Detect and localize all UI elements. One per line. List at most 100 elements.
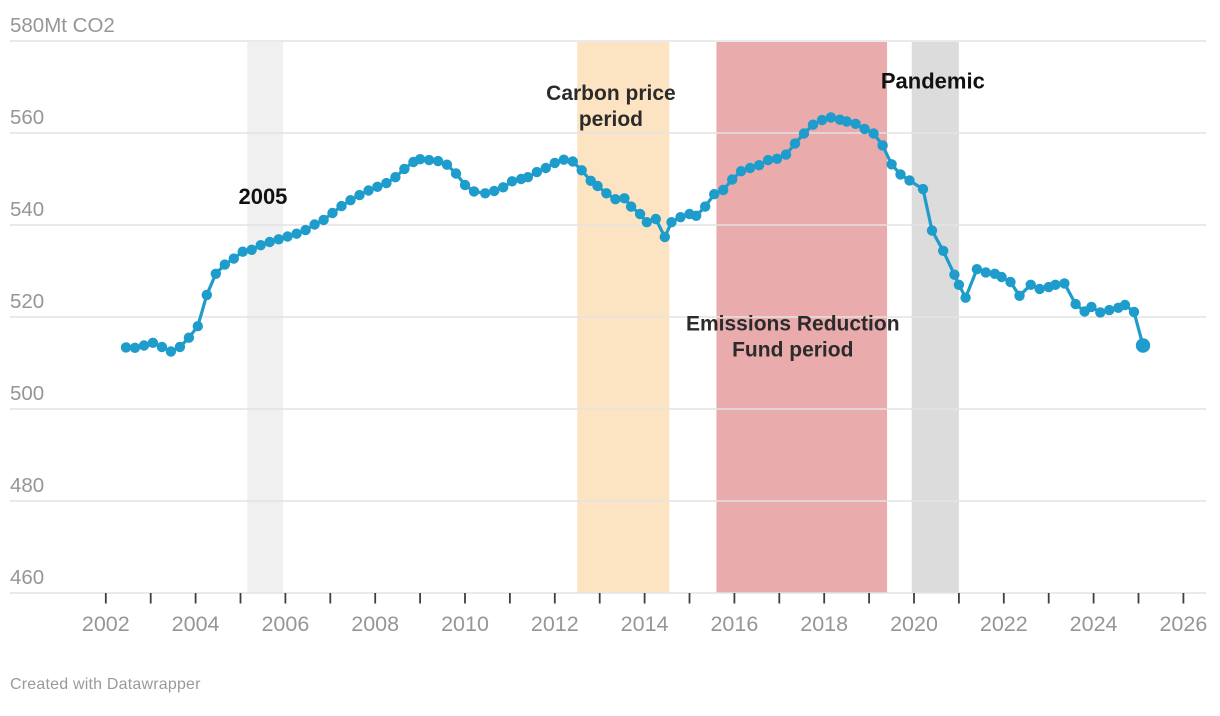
data-point[interactable] bbox=[960, 292, 971, 303]
data-point[interactable] bbox=[540, 162, 551, 174]
data-point[interactable] bbox=[558, 154, 569, 165]
data-point[interactable] bbox=[953, 279, 965, 290]
data-point[interactable] bbox=[129, 342, 141, 353]
data-point[interactable] bbox=[345, 195, 356, 206]
data-point[interactable] bbox=[841, 116, 852, 127]
data-point[interactable] bbox=[659, 231, 670, 243]
data-point[interactable] bbox=[666, 217, 677, 228]
data-point[interactable] bbox=[691, 210, 702, 221]
data-point[interactable] bbox=[1095, 307, 1106, 318]
data-point[interactable] bbox=[450, 168, 462, 179]
data-point[interactable] bbox=[506, 176, 518, 187]
data-point[interactable] bbox=[1119, 299, 1131, 311]
data-point[interactable] bbox=[619, 193, 630, 204]
data-point[interactable] bbox=[291, 228, 302, 239]
data-point[interactable] bbox=[650, 213, 661, 225]
data-point[interactable] bbox=[489, 185, 500, 197]
data-point[interactable] bbox=[210, 268, 221, 279]
data-point[interactable] bbox=[971, 264, 983, 275]
data-point[interactable] bbox=[727, 174, 738, 185]
data-point[interactable] bbox=[480, 188, 491, 199]
data-point[interactable] bbox=[1005, 276, 1016, 288]
data-point[interactable] bbox=[390, 172, 401, 183]
data-point[interactable] bbox=[423, 154, 435, 166]
data-point[interactable] bbox=[300, 224, 311, 236]
data-point[interactable] bbox=[895, 169, 906, 180]
data-point[interactable] bbox=[273, 234, 284, 245]
data-point[interactable] bbox=[336, 200, 347, 212]
data-point[interactable] bbox=[753, 160, 765, 171]
data-point[interactable] bbox=[576, 165, 587, 176]
data-point[interactable] bbox=[255, 240, 266, 251]
data-point[interactable] bbox=[980, 267, 991, 278]
data-point[interactable] bbox=[904, 175, 915, 186]
data-point[interactable] bbox=[183, 332, 195, 343]
data-point[interactable] bbox=[522, 172, 534, 183]
data-point[interactable] bbox=[468, 186, 480, 197]
data-point[interactable] bbox=[147, 337, 159, 348]
data-point[interactable] bbox=[219, 259, 230, 270]
data-point[interactable] bbox=[372, 181, 383, 192]
data-point[interactable] bbox=[1025, 279, 1036, 290]
last-data-point[interactable] bbox=[1135, 338, 1151, 353]
data-point[interactable] bbox=[877, 140, 888, 151]
data-point[interactable] bbox=[192, 321, 203, 332]
data-point[interactable] bbox=[414, 154, 426, 165]
data-point[interactable] bbox=[228, 253, 239, 264]
data-point[interactable] bbox=[634, 208, 646, 220]
data-point[interactable] bbox=[641, 217, 652, 228]
data-point[interactable] bbox=[498, 182, 509, 193]
data-point[interactable] bbox=[807, 119, 819, 130]
data-point[interactable] bbox=[762, 154, 774, 166]
data-point[interactable] bbox=[601, 188, 612, 199]
data-point[interactable] bbox=[709, 189, 720, 200]
data-point[interactable] bbox=[868, 128, 879, 139]
data-point[interactable] bbox=[771, 153, 783, 164]
data-point[interactable] bbox=[789, 138, 801, 149]
data-point[interactable] bbox=[1104, 304, 1115, 316]
data-point[interactable] bbox=[381, 177, 392, 189]
data-point[interactable] bbox=[1128, 306, 1140, 318]
data-point[interactable] bbox=[567, 156, 578, 167]
data-point[interactable] bbox=[859, 123, 870, 135]
data-point[interactable] bbox=[996, 271, 1007, 283]
data-point[interactable] bbox=[531, 166, 542, 178]
data-point[interactable] bbox=[165, 346, 177, 357]
data-point[interactable] bbox=[138, 340, 150, 351]
data-point[interactable] bbox=[850, 118, 861, 129]
data-point[interactable] bbox=[886, 159, 897, 170]
data-point[interactable] bbox=[744, 162, 756, 174]
data-point[interactable] bbox=[246, 244, 257, 255]
data-point[interactable] bbox=[459, 179, 471, 191]
data-point[interactable] bbox=[610, 194, 621, 205]
data-point[interactable] bbox=[264, 236, 275, 248]
data-point[interactable] bbox=[938, 245, 949, 256]
data-point[interactable] bbox=[1014, 290, 1025, 301]
data-point[interactable] bbox=[318, 214, 329, 226]
data-point[interactable] bbox=[825, 112, 837, 123]
data-point[interactable] bbox=[156, 341, 168, 353]
data-point[interactable] bbox=[798, 128, 810, 139]
data-point[interactable] bbox=[309, 219, 320, 230]
data-point[interactable] bbox=[735, 166, 747, 177]
data-point[interactable] bbox=[917, 183, 929, 195]
data-point[interactable] bbox=[363, 185, 374, 196]
data-point[interactable] bbox=[201, 289, 212, 301]
data-point[interactable] bbox=[625, 201, 637, 212]
data-point[interactable] bbox=[926, 225, 938, 236]
data-point[interactable] bbox=[432, 155, 444, 167]
data-point[interactable] bbox=[1086, 301, 1097, 313]
data-point[interactable] bbox=[1034, 283, 1045, 295]
data-point[interactable] bbox=[1050, 279, 1061, 290]
data-point[interactable] bbox=[354, 189, 365, 201]
data-point[interactable] bbox=[675, 212, 686, 223]
data-point[interactable] bbox=[592, 180, 603, 192]
data-point[interactable] bbox=[549, 157, 560, 169]
data-point[interactable] bbox=[399, 163, 410, 175]
data-point[interactable] bbox=[1070, 298, 1081, 310]
data-point[interactable] bbox=[816, 114, 828, 126]
data-point[interactable] bbox=[780, 149, 792, 160]
data-point[interactable] bbox=[441, 159, 453, 170]
data-point[interactable] bbox=[282, 231, 293, 242]
data-point[interactable] bbox=[327, 207, 338, 219]
